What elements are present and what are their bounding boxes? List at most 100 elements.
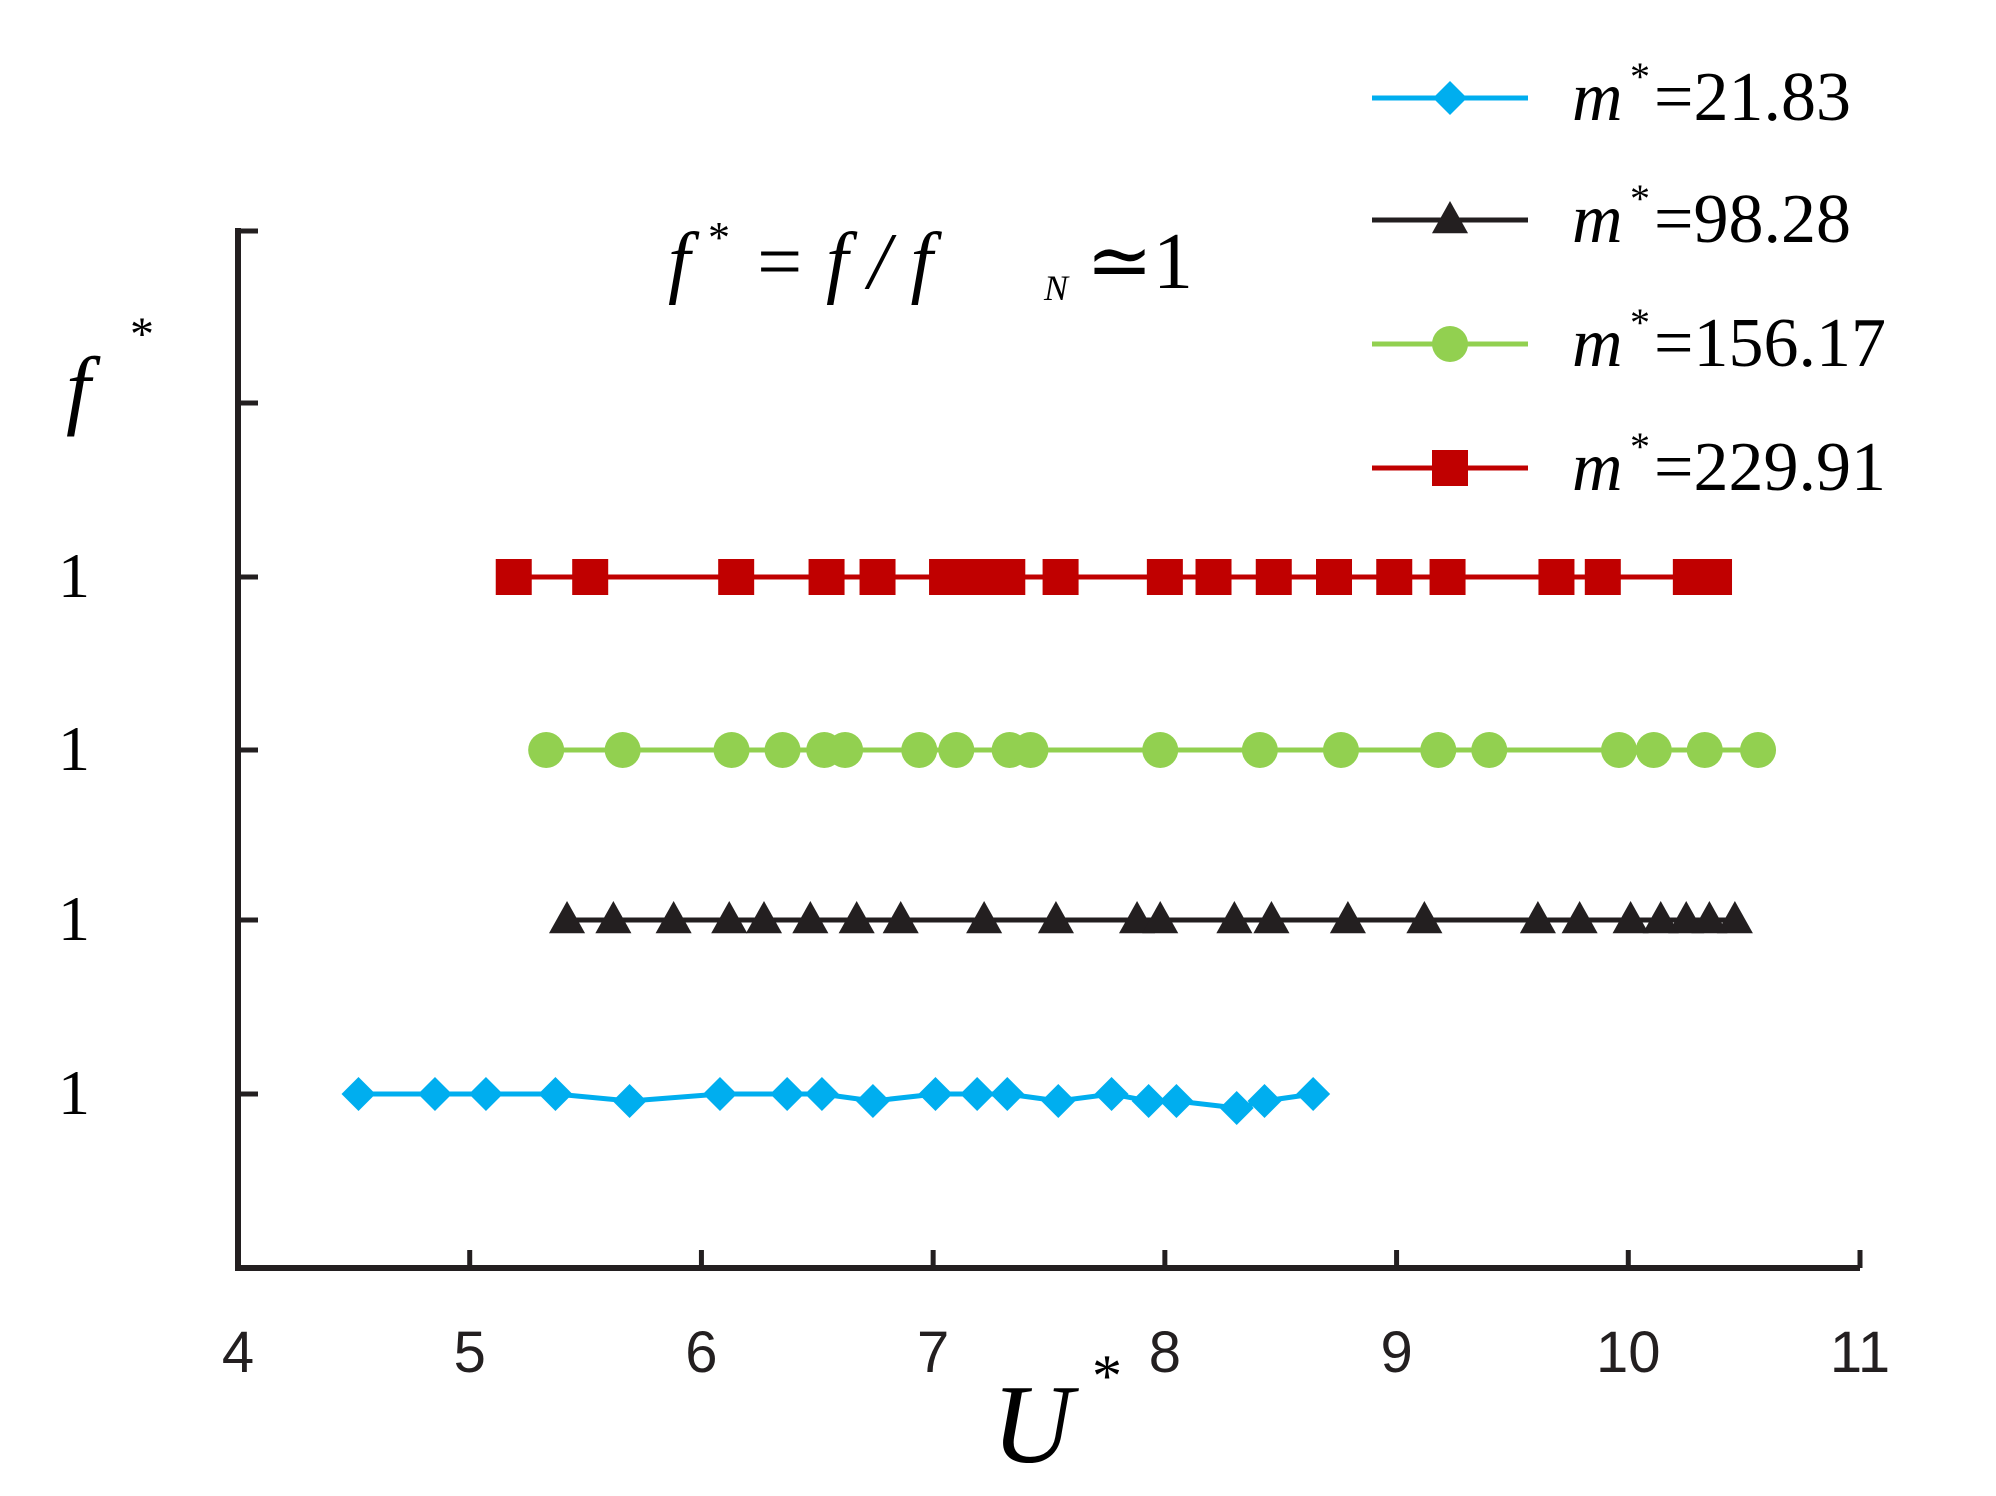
y-tick-label: 1 [58, 540, 90, 611]
legend-label-base: m [1572, 181, 1623, 258]
data-point [1219, 1091, 1254, 1125]
equation-sub: N [1043, 268, 1070, 308]
data-point [1561, 901, 1598, 934]
data-point [1740, 732, 1777, 768]
legend-item: m * =21.83 [1372, 54, 1851, 136]
data-point [1329, 901, 1366, 934]
data-point [1042, 559, 1079, 595]
data-point [1471, 732, 1508, 768]
data-point [1131, 1084, 1166, 1118]
equation-middle: = f / f [752, 218, 942, 306]
legend-label-base: m [1572, 429, 1623, 506]
data-point [1376, 559, 1413, 595]
data-point [572, 559, 609, 595]
data-point [1119, 901, 1156, 934]
series-triangle [548, 901, 1753, 934]
legend-label-base: m [1572, 59, 1623, 136]
data-point [1642, 901, 1679, 934]
data-point [548, 901, 586, 934]
data-point [1041, 1084, 1076, 1118]
data-point [1296, 1077, 1331, 1111]
data-point [655, 901, 692, 934]
data-point [838, 901, 875, 934]
x-axis-ticks [467, 1250, 1863, 1268]
series-circle [528, 732, 1777, 768]
data-point [966, 901, 1003, 934]
data-point [918, 1077, 953, 1111]
series-square [495, 559, 1733, 595]
legend-label-sup: * [1630, 54, 1650, 99]
data-point [827, 732, 864, 768]
data-point [1195, 559, 1232, 595]
data-point [1142, 732, 1179, 768]
data-point [1420, 732, 1457, 768]
data-point [1431, 201, 1469, 234]
legend-label-value: =98.28 [1654, 181, 1851, 258]
data-point [1253, 901, 1290, 934]
legend-label-sup: * [1630, 424, 1650, 469]
data-point [1216, 901, 1253, 934]
y-axis-title: f * [66, 308, 154, 438]
data-point [956, 559, 993, 595]
equation-sup: * [708, 213, 730, 262]
y-axis-title-base: f [66, 341, 101, 438]
data-point [859, 559, 896, 595]
data-point [764, 732, 801, 768]
data-point [1247, 1084, 1282, 1118]
series-diamond [341, 1077, 1331, 1125]
data-point [1716, 901, 1753, 934]
data-point [901, 732, 938, 768]
data-point [718, 559, 755, 595]
data-point [713, 732, 750, 768]
legend-label-sup: * [1630, 176, 1650, 221]
legend-label-sup: * [1630, 300, 1650, 345]
y-tick-label: 1 [58, 883, 90, 954]
data-point [341, 1077, 376, 1111]
data-point [495, 559, 532, 595]
y-tick-label: 1 [58, 1057, 90, 1128]
data-point [1012, 732, 1049, 768]
series-layer [341, 559, 1777, 1125]
data-point [855, 1084, 890, 1118]
data-point [1519, 901, 1556, 934]
data-point [1538, 559, 1575, 595]
data-point [1255, 559, 1292, 595]
data-point [804, 1077, 839, 1111]
data-point [1146, 559, 1183, 595]
data-point [1406, 901, 1443, 934]
data-point [1433, 81, 1467, 115]
data-point [1322, 732, 1359, 768]
data-point [1584, 559, 1621, 595]
data-point [1429, 559, 1466, 595]
legend-item: m * =229.91 [1372, 424, 1886, 506]
legend-label-base: m [1572, 305, 1623, 382]
legend-label-value: =229.91 [1654, 429, 1886, 506]
data-point [1142, 901, 1179, 934]
x-tick-label: 9 [1380, 1320, 1412, 1385]
data-point [989, 559, 1026, 595]
equation-rest: ≃1 [1086, 218, 1193, 306]
x-tick-label: 11 [1830, 1320, 1890, 1385]
x-tick-label: 10 [1596, 1320, 1661, 1385]
data-point [1691, 901, 1728, 934]
x-axis-tick-labels: 4 5 6 7 8 9 10 11 [222, 1320, 1890, 1385]
data-point [1601, 732, 1638, 768]
equation-base: f [668, 218, 700, 306]
data-point [792, 901, 829, 934]
data-point [1668, 901, 1705, 934]
data-point [1037, 901, 1075, 934]
data-point [1635, 732, 1672, 768]
data-point [1432, 450, 1468, 486]
data-point [990, 1077, 1025, 1111]
data-point [1094, 1077, 1129, 1111]
data-point [1241, 732, 1278, 768]
data-point [468, 1077, 503, 1111]
data-point [1432, 326, 1468, 362]
data-point [745, 901, 783, 934]
y-axis-tick-labels: 1 1 1 1 [58, 540, 90, 1128]
x-tick-label: 4 [222, 1320, 254, 1385]
data-point [1612, 901, 1649, 934]
data-point [882, 901, 919, 934]
data-point [604, 732, 641, 768]
